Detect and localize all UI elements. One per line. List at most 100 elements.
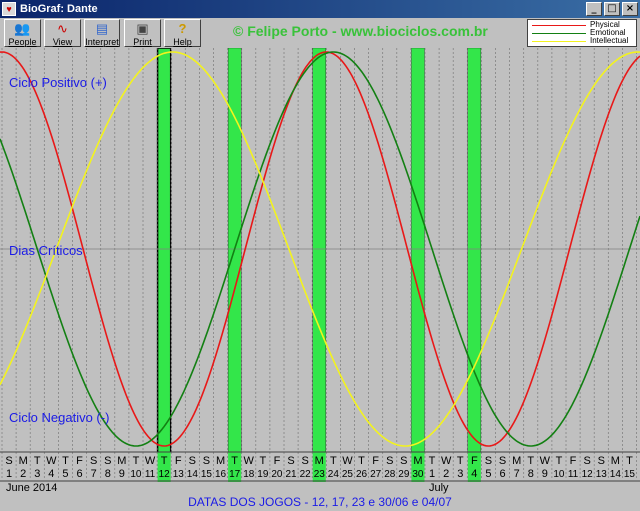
day-tick-label: 28 (384, 469, 396, 480)
weekday-tick-label: S (499, 455, 506, 467)
day-tick-label: 30 (412, 469, 424, 480)
weekday-tick-label: S (189, 455, 196, 467)
day-tick-label: 2 (443, 468, 449, 480)
day-tick-label: 13 (173, 469, 185, 480)
day-tick-label: 10 (130, 469, 142, 480)
legend-label-emotional: Emotional (590, 28, 626, 37)
print-button[interactable]: ▣ Print (124, 19, 161, 47)
highlight-axis-day-12 (157, 452, 171, 482)
interpret-label: Interpret (85, 37, 119, 47)
legend-swatch-emotional (532, 33, 586, 34)
people-icon: 👥 (14, 21, 31, 36)
legend-label-intellectual: Intellectual (590, 36, 629, 45)
weekday-tick-label: F (471, 455, 478, 467)
critical-days-label: Dias Críticos (9, 243, 83, 258)
weekday-tick-label: M (117, 455, 126, 467)
weekday-tick-label: W (244, 455, 255, 467)
day-tick-label: 4 (48, 468, 54, 480)
print-label: Print (133, 37, 152, 47)
day-tick-label: 7 (91, 468, 97, 480)
curve-intellectual (0, 51, 640, 447)
day-tick-label: 15 (201, 469, 213, 480)
weekday-tick-label: M (216, 455, 225, 467)
day-tick-label: 12 (159, 469, 171, 480)
day-tick-label: 11 (145, 469, 156, 480)
maximize-button[interactable]: □ (604, 2, 620, 16)
weekday-tick-label: W (540, 455, 551, 467)
weekday-tick-label: S (583, 455, 590, 467)
curve-physical (0, 51, 640, 447)
weekday-tick-label: T (231, 455, 238, 467)
day-tick-label: 6 (76, 468, 82, 480)
interpret-button[interactable]: ▤ Interpret (84, 19, 120, 47)
highlight-axis-day-23 (312, 452, 326, 482)
weekday-tick-label: W (441, 455, 452, 467)
weekday-tick-label: T (527, 455, 534, 467)
weekday-tick-label: T (457, 455, 464, 467)
day-tick-label: 9 (119, 468, 125, 480)
interpret-icon: ▤ (95, 21, 109, 36)
day-tick-label: 4 (471, 468, 477, 480)
day-tick-label: 8 (105, 468, 111, 480)
help-icon: ? (178, 21, 187, 36)
weekday-tick-label: S (5, 455, 12, 467)
minimize-button[interactable]: _ (586, 2, 602, 16)
legend-item-intellectual: Intellectual (528, 36, 636, 46)
window-title: BioGraf: Dante (20, 3, 98, 15)
weekday-tick-label: S (301, 455, 308, 467)
weekday-tick-label: F (175, 455, 182, 467)
weekday-tick-label: S (287, 455, 294, 467)
day-tick-label: 1 (429, 468, 435, 480)
people-button[interactable]: 👥 People (4, 19, 41, 47)
highlight-day-30 (411, 48, 425, 482)
day-tick-label: 22 (300, 469, 312, 480)
day-tick-label: 27 (370, 469, 382, 480)
footer-caption: DATAS DOS JOGOS - 12, 17, 23 e 30/06 e 0… (188, 495, 452, 509)
weekday-tick-label: F (274, 455, 281, 467)
day-tick-label: 8 (528, 468, 534, 480)
weekday-tick-label: F (372, 455, 379, 467)
highlight-axis-day-30 (411, 452, 425, 482)
weekday-tick-label: T (330, 455, 337, 467)
day-tick-label: 20 (271, 469, 283, 480)
weekday-tick-label: S (104, 455, 111, 467)
legend-item-emotional: Emotional (528, 28, 636, 38)
weekday-tick-label: S (203, 455, 210, 467)
day-tick-label: 11 (568, 469, 579, 480)
day-tick-label: 2 (20, 468, 26, 480)
weekday-tick-label: T (358, 455, 365, 467)
day-tick-label: 7 (514, 468, 520, 480)
negative-cycle-label: Ciclo Negativo (-) (9, 410, 110, 425)
legend-label-physical: Physical (590, 20, 620, 29)
weekday-tick-label: T (429, 455, 436, 467)
day-tick-label: 12 (582, 469, 594, 480)
day-tick-label: 9 (542, 468, 548, 480)
highlight-day-4 (467, 48, 482, 482)
highlight-axis-day-4 (467, 452, 481, 482)
close-button[interactable]: × (622, 2, 638, 16)
legend-item-physical: Physical (528, 20, 636, 30)
day-tick-label: 24 (328, 469, 340, 480)
weekday-tick-label: M (611, 455, 620, 467)
title-bar[interactable]: ♥ BioGraf: Dante _ □ × (0, 0, 640, 18)
weekday-tick-label: T (556, 455, 563, 467)
day-tick-label: 13 (596, 469, 608, 480)
weekday-tick-label: W (145, 455, 156, 467)
weekday-tick-label: T (161, 455, 168, 467)
day-tick-label: 14 (187, 469, 199, 480)
weekday-tick-label: M (512, 455, 521, 467)
day-tick-label: 25 (342, 469, 354, 480)
highlight-axis-day-17 (228, 452, 242, 482)
weekday-tick-label: W (46, 455, 57, 467)
day-tick-label: 23 (314, 469, 326, 480)
help-button[interactable]: ? Help (164, 19, 201, 47)
weekday-tick-label: M (19, 455, 28, 467)
weekday-tick-label: S (400, 455, 407, 467)
weekday-tick-label: F (570, 455, 577, 467)
day-tick-label: 5 (485, 468, 491, 480)
day-tick-label: 6 (499, 468, 505, 480)
view-button[interactable]: ∿ View (44, 19, 81, 47)
print-icon: ▣ (136, 21, 149, 36)
view-label: View (52, 37, 73, 47)
